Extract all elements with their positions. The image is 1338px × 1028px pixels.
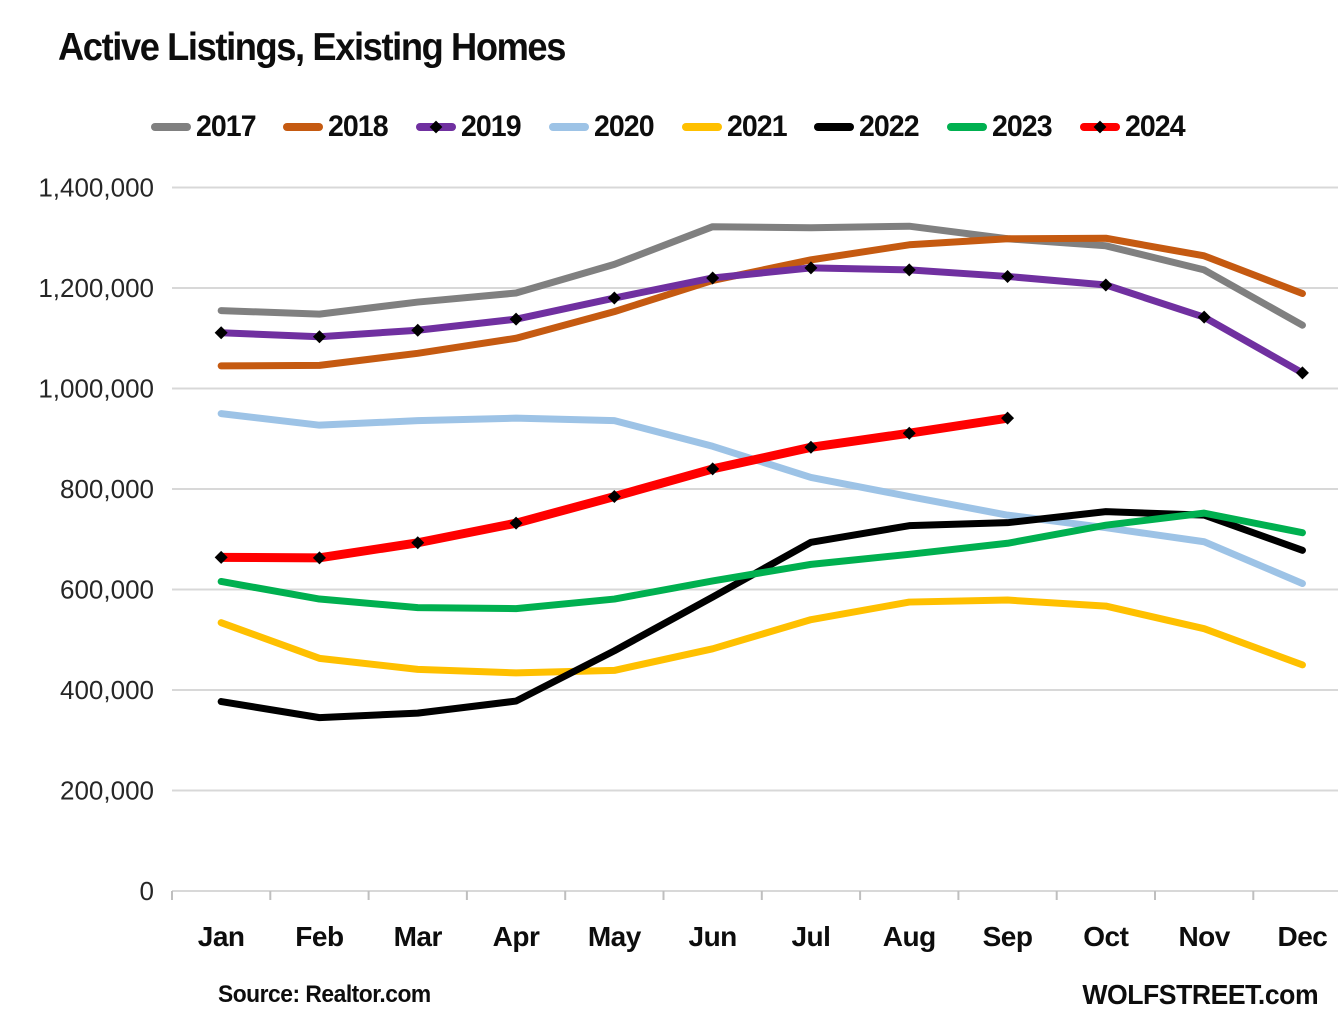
series-marker-2019	[312, 330, 326, 344]
legend-label-2018: 2018	[328, 110, 389, 143]
series-marker-2019	[1295, 366, 1309, 380]
legend-label-2021: 2021	[726, 110, 788, 143]
legend-swatch-2018	[283, 123, 324, 131]
series-marker-2019	[1197, 310, 1211, 324]
legend-swatch-2019	[416, 120, 456, 134]
legend: 2017 2018 2019 2020 2021 2022 2023 2024	[0, 110, 1338, 144]
legend-label-2022: 2022	[859, 110, 920, 143]
series-marker-2024	[509, 516, 523, 530]
series-marker-2019	[411, 323, 425, 337]
series-marker-2024	[312, 551, 326, 565]
y-axis-label: 0	[140, 876, 154, 906]
series-line-2019	[217, 264, 1306, 377]
series-marker-2024	[902, 426, 916, 440]
legend-label-2019: 2019	[461, 110, 522, 143]
series-marker-2019	[902, 263, 916, 277]
series-line-2023	[217, 509, 1306, 613]
series-marker-2024	[214, 550, 228, 564]
legend-label-2020: 2020	[593, 110, 655, 143]
legend-item-2022: 2022	[814, 110, 922, 144]
legend-swatch-2017	[150, 123, 191, 131]
x-axis-label: Oct	[1083, 921, 1128, 952]
y-axis-label: 800,000	[60, 474, 154, 504]
y-axis-label: 200,000	[60, 776, 154, 806]
legend-label-2023: 2023	[992, 110, 1053, 143]
legend-item-2024: 2024	[1079, 110, 1188, 144]
series-line-2020	[217, 410, 1306, 587]
branding-label: WOLFSTREET.com	[1082, 979, 1318, 1010]
series-marker-2019	[1001, 269, 1015, 283]
legend-swatch-2021	[681, 123, 722, 131]
legend-swatch-2024	[1079, 120, 1120, 134]
legend-item-2017: 2017	[150, 110, 259, 144]
legend-label-2017: 2017	[195, 110, 257, 143]
series-marker-2024	[607, 490, 621, 504]
legend-swatch-2020	[548, 123, 589, 131]
series-marker-2024	[411, 536, 425, 550]
x-axis-label: Jun	[689, 921, 737, 952]
series-marker-2024	[706, 462, 720, 476]
legend-item-2023: 2023	[947, 110, 1055, 144]
legend-swatch-2023	[947, 123, 987, 131]
x-axis-label: Feb	[295, 921, 343, 952]
x-axis-label: Dec	[1278, 921, 1328, 952]
legend-item-2020: 2020	[548, 110, 657, 144]
legend-item-2019: 2019	[416, 110, 524, 144]
x-axis-label: Jul	[791, 921, 830, 952]
x-axis-label: Apr	[493, 921, 540, 952]
x-axis-label: Jan	[198, 921, 245, 952]
series-marker-2019	[706, 271, 720, 285]
legend-label-2024: 2024	[1124, 110, 1186, 143]
x-axis-label: Mar	[394, 921, 443, 952]
series-marker-2019	[1099, 278, 1113, 292]
y-axis-label: 400,000	[60, 675, 154, 705]
series-marker-2024	[1001, 411, 1015, 425]
series-line-2021	[217, 596, 1306, 677]
series-marker-2019	[607, 291, 621, 305]
legend-item-2018: 2018	[283, 110, 391, 144]
series-marker-2019	[804, 261, 818, 275]
x-axis-label: Sep	[983, 921, 1033, 952]
y-axis-label: 1,200,000	[38, 273, 154, 303]
series-marker-2019	[509, 312, 523, 326]
y-axis-label: 600,000	[60, 575, 154, 605]
series-line-2017	[217, 222, 1306, 329]
x-axis-label: Aug	[883, 921, 936, 952]
series-line-2024	[216, 413, 1013, 563]
y-axis-label: 1,400,000	[38, 173, 154, 203]
x-axis-label: May	[588, 921, 642, 952]
series-marker-2019	[214, 326, 228, 340]
y-axis-label: 1,000,000	[38, 374, 154, 404]
chart-title: Active Listings, Existing Homes	[58, 26, 566, 69]
series-marker-2024	[804, 440, 818, 454]
legend-item-2021: 2021	[681, 110, 790, 144]
legend-swatch-2022	[814, 123, 855, 131]
x-axis-label: Nov	[1178, 921, 1230, 952]
source-label: Source: Realtor.com	[218, 981, 431, 1008]
